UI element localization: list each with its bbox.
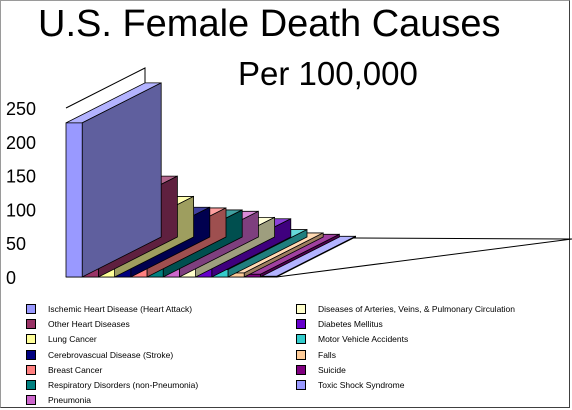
y-tick-label: 100 <box>6 200 36 220</box>
bar-front <box>65 122 83 278</box>
bar-front <box>259 275 277 278</box>
chart-title: U.S. Female Death Causes <box>38 3 501 45</box>
y-tick-label: 250 <box>6 99 36 119</box>
y-tick-label: 150 <box>6 167 36 187</box>
bar-1 <box>65 82 162 278</box>
y-tick-label: 200 <box>6 133 36 153</box>
y-tick-label: 0 <box>6 268 16 288</box>
y-tick-label: 50 <box>6 234 26 254</box>
bar-13 <box>259 235 356 278</box>
chart-subtitle: Per 100,000 <box>238 55 418 92</box>
